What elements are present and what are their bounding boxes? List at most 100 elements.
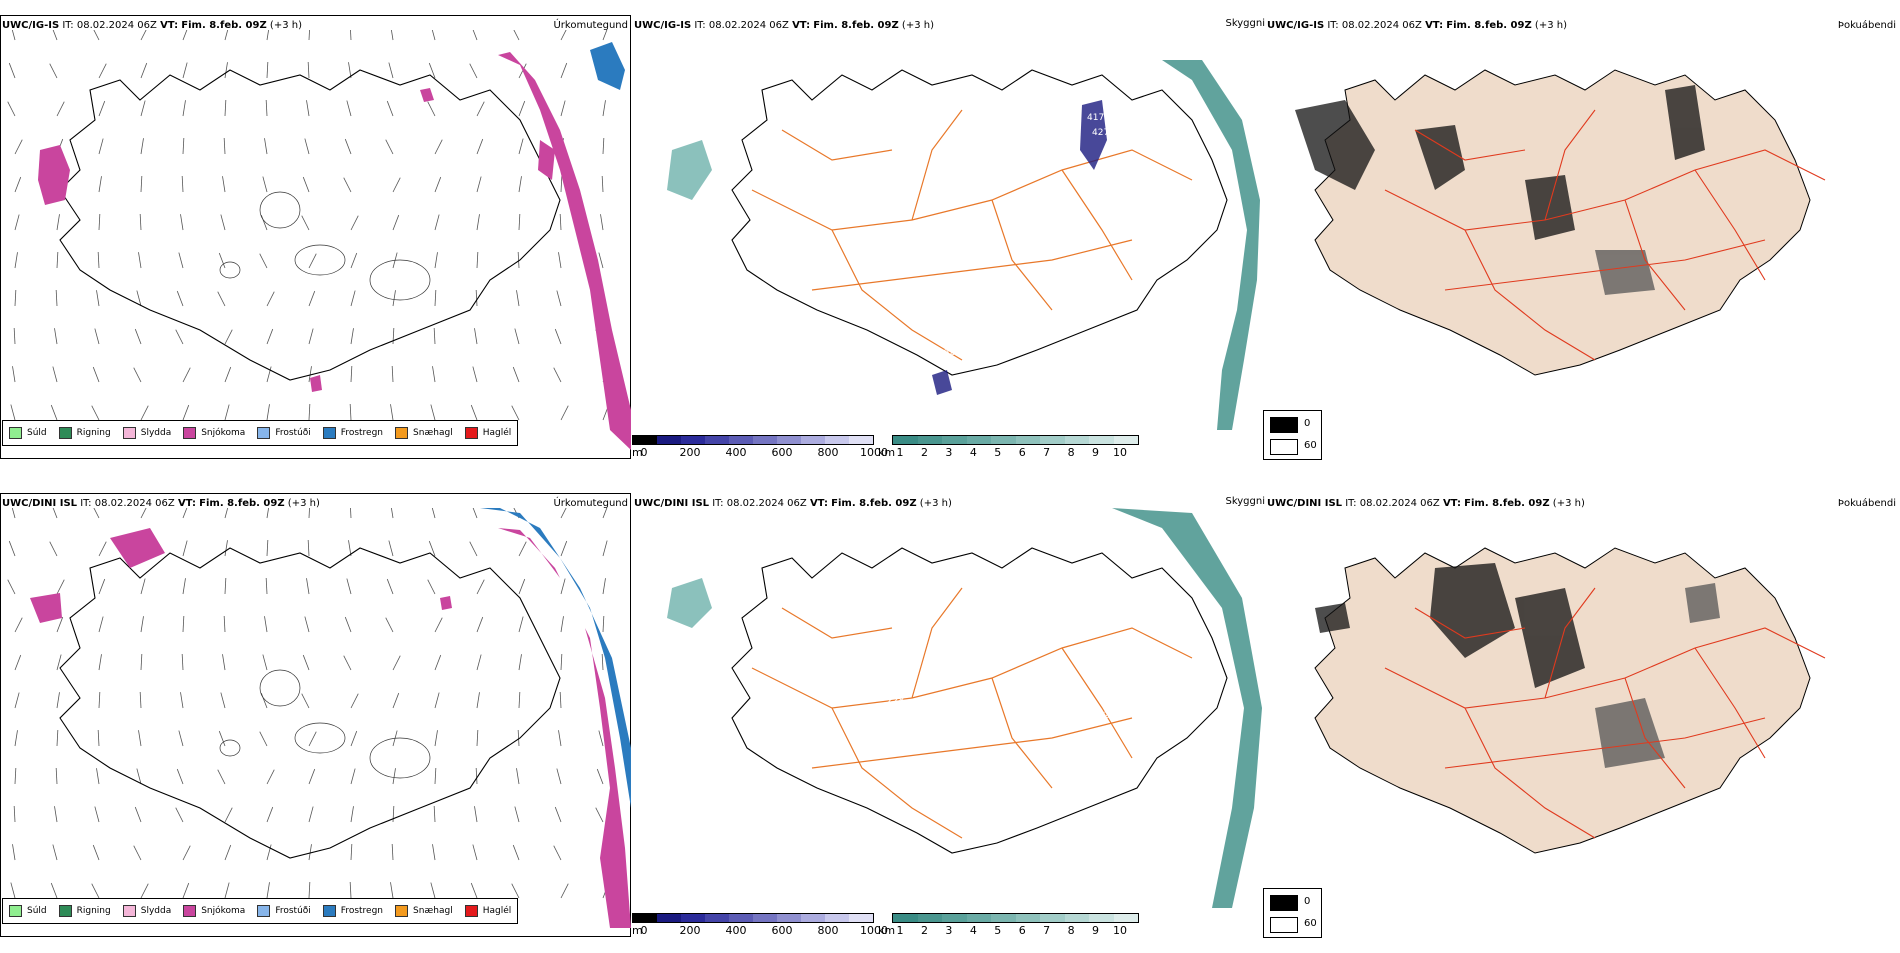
wind-barb bbox=[262, 654, 268, 671]
iceland-visibility-map: 228 292 70 bbox=[667, 508, 1262, 908]
legend-label: Súld bbox=[27, 906, 47, 916]
wind-barb bbox=[560, 616, 564, 633]
wind-barb bbox=[511, 405, 520, 421]
visibility-value-label: 292 bbox=[1092, 711, 1109, 721]
wind-barb bbox=[344, 138, 352, 155]
wind-barb bbox=[517, 252, 520, 269]
wind-barb bbox=[308, 328, 314, 345]
wind-barb bbox=[346, 100, 352, 117]
wind-barb bbox=[350, 693, 359, 709]
legend-item: Frostúði bbox=[257, 427, 311, 439]
wind-barb bbox=[472, 844, 478, 861]
wind-barb bbox=[14, 730, 18, 747]
wind-barb bbox=[175, 807, 184, 823]
panel-frame bbox=[0, 15, 631, 459]
wind-barb bbox=[476, 654, 482, 671]
wind-barb bbox=[182, 30, 188, 41]
wind-barb bbox=[391, 366, 394, 383]
wind-barb bbox=[558, 730, 562, 747]
scale-tick-label: 1 bbox=[896, 924, 904, 937]
precip-legend: Súld Rigning Slydda Snjókoma Frostúði Frostre… bbox=[2, 898, 519, 924]
wind-barb bbox=[350, 806, 354, 823]
wind-barb bbox=[560, 540, 568, 557]
wind-barb bbox=[260, 692, 268, 709]
wind-barb bbox=[559, 214, 562, 231]
wind-barb bbox=[469, 541, 478, 557]
wind-barb bbox=[472, 366, 478, 383]
scale-step bbox=[1113, 914, 1138, 922]
wind-barb bbox=[98, 176, 102, 193]
fog-legend-label: 0 bbox=[1304, 896, 1311, 907]
wind-barb bbox=[218, 730, 226, 747]
visibility-value-label: 1062 bbox=[932, 348, 955, 358]
wind-barb bbox=[181, 176, 184, 193]
scale-step bbox=[1113, 436, 1138, 444]
scale-step bbox=[825, 436, 849, 444]
wind-barb bbox=[350, 290, 356, 307]
wind-barb bbox=[14, 654, 22, 671]
scale-tick-label: 5 bbox=[994, 446, 1002, 459]
wind-barb bbox=[344, 616, 352, 633]
panel-header: UWC/DINI ISL IT: 08.02.2024 06Z VT: Fim.… bbox=[2, 498, 320, 509]
wind-barb bbox=[349, 404, 352, 421]
legend-swatch bbox=[395, 905, 409, 917]
scale-tick-label: 7 bbox=[1043, 446, 1051, 459]
scale-tick-label: 9 bbox=[1092, 446, 1100, 459]
wind-barb bbox=[434, 252, 438, 269]
wind-barbs bbox=[7, 508, 611, 899]
wind-barb bbox=[558, 252, 562, 269]
scale-step bbox=[1064, 436, 1089, 444]
wind-barb bbox=[430, 404, 436, 421]
fog-legend-swatch bbox=[1270, 417, 1298, 433]
wind-barb bbox=[50, 404, 58, 421]
wind-barb bbox=[391, 508, 394, 519]
wind-barb bbox=[518, 692, 521, 709]
scale-tick-label: 400 bbox=[725, 924, 747, 937]
wind-barb bbox=[182, 616, 185, 633]
snow-patch bbox=[538, 140, 555, 180]
legend-label: Haglél bbox=[482, 428, 512, 438]
wind-barb bbox=[516, 290, 520, 307]
wind-barb bbox=[350, 30, 352, 41]
wind-barb bbox=[301, 215, 310, 231]
wind-barb bbox=[434, 139, 443, 155]
fog-panel: UWC/IG-IS IT: 08.02.2024 06Z VT: Fim. 8.… bbox=[1265, 0, 1900, 475]
wind-barb bbox=[10, 404, 16, 421]
model-name: UWC/IG-IS bbox=[2, 20, 60, 31]
wind-barb bbox=[12, 844, 16, 861]
wind-barb bbox=[512, 366, 520, 383]
it-value: 08.02.2024 06Z bbox=[76, 20, 157, 31]
wind-barb bbox=[14, 617, 23, 633]
wind-barb bbox=[56, 252, 59, 269]
wind-barb bbox=[392, 177, 401, 193]
scale-step bbox=[1040, 436, 1065, 444]
wind-barb bbox=[596, 768, 604, 785]
scale-step bbox=[1089, 436, 1114, 444]
wind-barb bbox=[428, 540, 436, 557]
wind-barb bbox=[182, 578, 186, 595]
param-label: Skyggni bbox=[1225, 496, 1265, 507]
wind-barb bbox=[553, 367, 562, 383]
wind-barb bbox=[182, 508, 188, 519]
model-name: UWC/IG-IS bbox=[1267, 20, 1325, 31]
scale-step bbox=[942, 436, 967, 444]
scale-step bbox=[633, 914, 657, 922]
wind-barb bbox=[133, 367, 142, 383]
scale-tick-label: 5 bbox=[994, 924, 1002, 937]
scale-step bbox=[681, 436, 705, 444]
wind-barb bbox=[392, 290, 396, 307]
wind-barb bbox=[518, 578, 526, 595]
legend-label: Frostregn bbox=[340, 906, 384, 916]
wind-barb bbox=[602, 100, 606, 117]
visibility-value-label: 70 bbox=[1042, 636, 1054, 646]
wind-barb bbox=[308, 844, 312, 861]
wind-barb bbox=[56, 579, 65, 595]
wind-barb bbox=[56, 692, 60, 709]
wind-barb bbox=[598, 252, 604, 269]
fog-dark-areas bbox=[1295, 85, 1705, 295]
wind-barb bbox=[224, 844, 232, 861]
wind-barb bbox=[140, 138, 144, 155]
wind-barb bbox=[560, 508, 567, 519]
vt-label: VT: bbox=[160, 20, 179, 31]
wind-barb bbox=[136, 290, 142, 307]
